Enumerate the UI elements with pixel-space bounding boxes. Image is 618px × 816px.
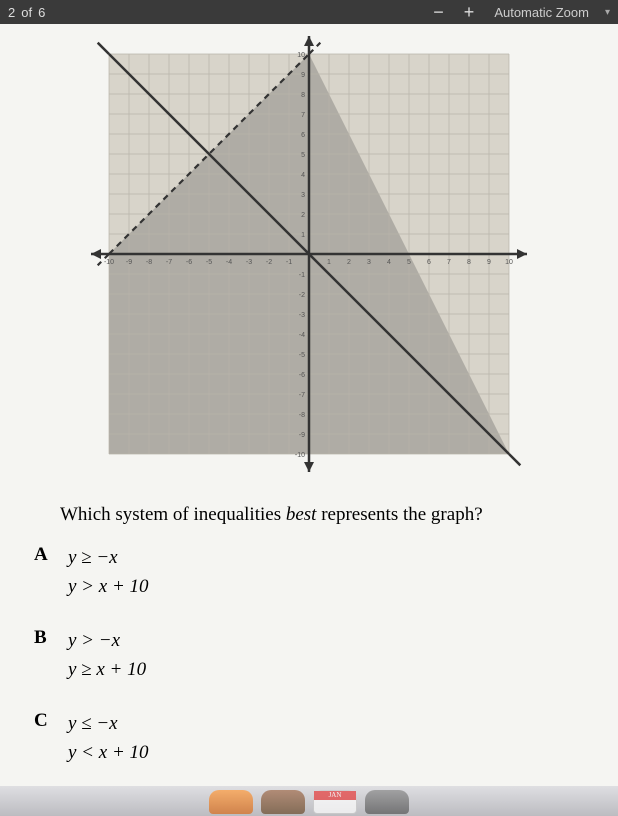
svg-text:9: 9 [301, 72, 305, 79]
svg-text:5: 5 [407, 259, 411, 266]
svg-text:-8: -8 [146, 259, 152, 266]
svg-text:7: 7 [447, 259, 451, 266]
macos-dock: JAN [0, 786, 618, 816]
question-prefix: Which system of inequalities [60, 504, 286, 525]
svg-text:-7: -7 [166, 259, 172, 266]
svg-text:10: 10 [505, 259, 513, 266]
pdf-toolbar: 2 of 6 − + Automatic Zoom ▾ [0, 0, 618, 24]
svg-text:-5: -5 [206, 259, 212, 266]
inequality-graph: -10 -9 -8 -7 -6 -5 -4 -3 -2 -1 1 2 3 4 5 6 7 8 9 10 -10 -9 -8 -… [79, 24, 539, 484]
svg-text:6: 6 [427, 259, 431, 266]
option-a[interactable]: Ay ≥ −xy > x + 10 [34, 544, 598, 601]
option-body: y ≤ −xy < x + 10 [68, 710, 149, 767]
svg-text:-7: -7 [299, 392, 305, 399]
inequality-line: y > −x [68, 627, 146, 656]
question-suffix: represents the graph? [316, 504, 482, 525]
svg-text:4: 4 [387, 259, 391, 266]
svg-text:1: 1 [301, 232, 305, 239]
svg-text:-5: -5 [299, 352, 305, 359]
svg-text:-2: -2 [299, 292, 305, 299]
svg-text:4: 4 [301, 172, 305, 179]
svg-text:5: 5 [301, 152, 305, 159]
svg-text:8: 8 [467, 259, 471, 266]
answer-options: Ay ≥ −xy > x + 10By > −xy ≥ x + 10Cy ≤ −… [34, 544, 598, 767]
option-label: A [34, 544, 68, 601]
option-body: y > −xy ≥ x + 10 [68, 627, 146, 684]
dock-calendar-icon[interactable]: JAN [313, 790, 357, 814]
svg-text:9: 9 [487, 259, 491, 266]
question-text: Which system of inequalities best repres… [60, 504, 598, 526]
dock-app-icon[interactable] [209, 790, 253, 814]
svg-text:-2: -2 [266, 259, 272, 266]
svg-text:-6: -6 [186, 259, 192, 266]
zoom-label[interactable]: Automatic Zoom [494, 5, 589, 20]
svg-text:-3: -3 [246, 259, 252, 266]
inequality-line: y ≥ −x [68, 544, 149, 573]
dock-app-icon[interactable] [261, 790, 305, 814]
svg-text:-8: -8 [299, 412, 305, 419]
svg-text:-1: -1 [299, 272, 305, 279]
zoom-dropdown-icon[interactable]: ▾ [605, 7, 610, 18]
option-label: B [34, 627, 68, 684]
svg-text:2: 2 [347, 259, 351, 266]
inequality-line: y < x + 10 [68, 739, 149, 768]
svg-text:3: 3 [301, 192, 305, 199]
svg-text:-10: -10 [295, 452, 305, 459]
svg-text:-3: -3 [299, 312, 305, 319]
option-body: y ≥ −xy > x + 10 [68, 544, 149, 601]
inequality-line: y ≥ x + 10 [68, 656, 146, 685]
option-b[interactable]: By > −xy ≥ x + 10 [34, 627, 598, 684]
svg-text:-1: -1 [286, 259, 292, 266]
option-c[interactable]: Cy ≤ −xy < x + 10 [34, 710, 598, 767]
svg-text:7: 7 [301, 112, 305, 119]
svg-text:3: 3 [367, 259, 371, 266]
svg-text:-4: -4 [299, 332, 305, 339]
svg-text:-9: -9 [299, 432, 305, 439]
inequality-line: y > x + 10 [68, 573, 149, 602]
svg-text:-10: -10 [104, 259, 114, 266]
inequality-line: y ≤ −x [68, 710, 149, 739]
svg-text:1: 1 [327, 259, 331, 266]
svg-text:6: 6 [301, 132, 305, 139]
page-total: 6 [38, 5, 45, 20]
page-of-label: of [21, 5, 32, 20]
option-label: C [34, 710, 68, 767]
svg-text:-9: -9 [126, 259, 132, 266]
zoom-in-button[interactable]: + [460, 2, 479, 23]
svg-text:2: 2 [301, 212, 305, 219]
zoom-out-button[interactable]: − [429, 2, 448, 23]
dock-app-icon[interactable] [365, 790, 409, 814]
svg-text:8: 8 [301, 92, 305, 99]
svg-text:-4: -4 [226, 259, 232, 266]
svg-text:-6: -6 [299, 372, 305, 379]
calendar-month-label: JAN [314, 791, 356, 800]
question-emphasis: best [286, 504, 317, 525]
page-current: 2 [8, 5, 15, 20]
